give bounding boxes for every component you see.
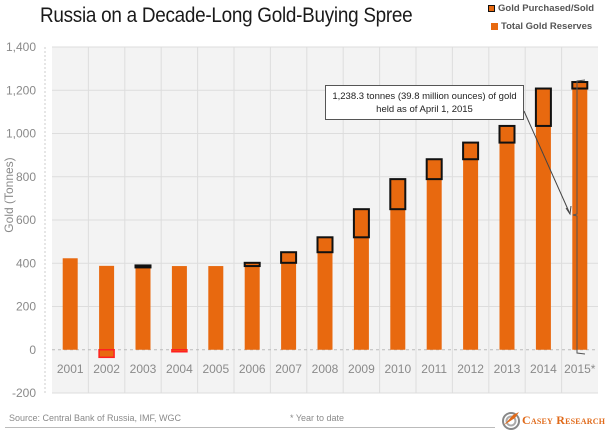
bar-gold-purchased [243,261,261,268]
bar-total-reserves [62,258,78,350]
bar-total-reserves [426,159,442,350]
x-tick-label: 2010 [384,362,411,376]
bar-total-reserves [281,252,297,350]
legend-swatch-purchased [488,5,495,12]
bar-gold-purchased [571,81,589,90]
x-axis-ticks: 2001 2002 2003 2004 2005 2006 2007 2008 2009 2010… [57,362,596,376]
bar-gold-purchased [352,208,370,239]
bars [62,81,589,359]
annotation-callout: 1,238.3 tonnes (39.8 million ounces) of … [325,85,524,120]
x-tick-label: 2015* [564,362,596,376]
bar-total-reserves [535,88,551,350]
y-tick-label: 1,000 [6,127,36,141]
annotation-line-2: held as of April 1, 2015 [376,104,473,115]
bar-gold-purchased [389,178,407,211]
annotation-arrowhead [565,205,572,216]
bar-total-reserves [463,142,479,350]
x-tick-label: 2008 [312,362,339,376]
x-tick-label: 2011 [421,362,447,376]
annotation-line-1: 1,238.3 tonnes (39.8 million ounces) of … [332,91,517,102]
x-tick-label: 2003 [130,362,157,376]
bar-total-reserves [572,82,588,350]
legend-label-purchased: Gold Purchased/Sold [498,3,595,14]
y-tick-label: 600 [16,213,36,227]
source-note: Source: Central Bank of Russia, IMF, WGC [9,413,182,423]
bar-total-reserves [99,265,115,350]
y-tick-label: 200 [16,300,36,314]
legend-item-total: Total Gold Reserves [491,21,592,32]
x-tick-label: 2009 [348,362,375,376]
bar-gold-sold [171,349,188,353]
bar-gold-purchased [462,141,480,161]
y-tick-label: 400 [16,256,36,270]
bar-total-reserves [171,266,187,350]
x-tick-label: 2014 [530,362,557,376]
x-tick-label: 2013 [494,362,521,376]
legend-item-purchased: Gold Purchased/Sold [488,3,594,14]
bar-total-reserves [244,262,260,350]
x-tick-label: 2006 [239,362,266,376]
bar-gold-sold [98,349,115,359]
x-tick-label: 2001 [57,362,84,376]
legend-label-total: Total Gold Reserves [501,21,593,32]
y-axis-ticks: 1,400 1,200 1,000 800 600 400 200 0 -200 [6,40,36,400]
annotation-arrow [523,110,571,215]
x-tick-label: 2002 [93,362,120,376]
bar-gold-purchased [134,264,152,269]
chart-title: Russia on a Decade-Long Gold-Buying Spre… [40,4,413,27]
bar-total-reserves [499,125,515,350]
bar-gold-purchased [534,87,552,127]
annotation-bracket [572,79,586,355]
logo-text: Casey Research [522,412,606,427]
x-tick-label: 2012 [457,362,484,376]
bar-gold-purchased [316,236,334,254]
y-tick-label: 1,200 [6,83,36,97]
bar-total-reserves [317,237,333,350]
y-tick-label: -200 [12,386,36,400]
y-tick-label: 800 [16,170,36,184]
bar-gold-purchased [280,251,298,264]
bar-gold-purchased [425,158,443,181]
y-tick-label: 1,400 [6,40,36,54]
annotation-lines [523,79,586,355]
y-tick-label: 0 [29,343,36,357]
bar-gold-purchased [498,124,516,144]
logo-swirl-icon [502,412,520,430]
bar-total-reserves [390,179,406,350]
bar-total-reserves [208,266,224,350]
bar-total-reserves [353,209,369,350]
x-tick-label: 2004 [166,362,193,376]
legend-swatch-total [491,23,498,30]
y-axis-label: Gold (Tonnes) [2,157,16,232]
footnote: * Year to date [290,413,345,423]
x-tick-label: 2005 [202,362,229,376]
footer-divider [5,427,495,428]
bar-total-reserves [135,265,151,350]
casey-research-logo: Casey Research [500,410,605,430]
x-tick-label: 2007 [275,362,302,376]
